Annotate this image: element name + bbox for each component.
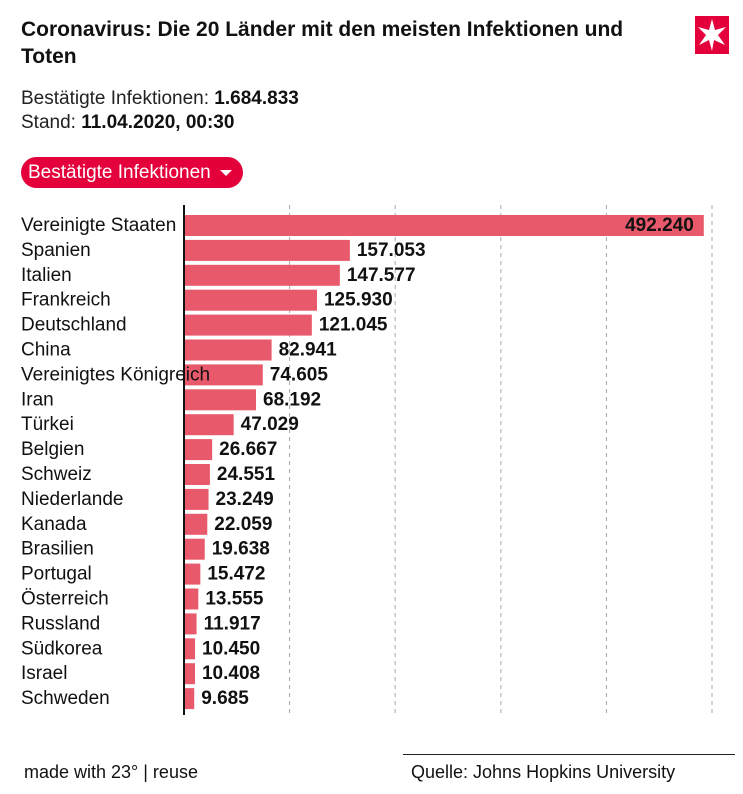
category-label: Schweiz <box>21 464 92 485</box>
category-label: Deutschland <box>21 315 127 336</box>
value-label: 125.930 <box>324 290 393 311</box>
bar <box>184 613 197 635</box>
value-label: 147.577 <box>347 265 416 286</box>
bar <box>184 464 210 485</box>
bar <box>184 563 201 585</box>
category-label: Portugal <box>21 564 92 585</box>
category-label: Schweden <box>21 688 110 709</box>
category-label: Brasilien <box>21 539 94 560</box>
chart-title: Coronavirus: Die 20 Länder mit den meist… <box>21 18 624 68</box>
bar-chart: Vereinigte Staaten 492.240 Spanien 157.053 I… <box>21 205 713 715</box>
value-label: 15.472 <box>207 564 265 585</box>
caret-down-icon <box>219 170 232 176</box>
value-label: 47.029 <box>241 414 299 435</box>
bar <box>184 663 195 685</box>
stand-label: Stand: <box>21 112 76 133</box>
stand-value: 11.04.2020, 00:30 <box>81 112 235 133</box>
value-label: 82.941 <box>279 340 338 361</box>
category-label: Niederlande <box>21 489 123 510</box>
bar <box>184 339 272 361</box>
bar <box>184 488 209 510</box>
category-label: Spanien <box>21 240 91 261</box>
bar <box>184 314 312 336</box>
bar <box>184 215 704 236</box>
category-label: Belgien <box>21 439 84 460</box>
dropdown-selected-label: Bestätigte Infektionen <box>28 162 211 183</box>
category-label: Vereinigtes Königreich <box>21 364 210 385</box>
stern-logo-icon[interactable] <box>695 16 729 54</box>
category-label: Vereinigte Staaten <box>21 215 176 236</box>
value-label: 22.059 <box>214 514 272 535</box>
value-label: 157.053 <box>357 240 426 261</box>
bar <box>184 439 213 461</box>
value-label: 492.240 <box>625 215 694 236</box>
value-label: 10.408 <box>202 663 260 684</box>
category-label: Israel <box>21 663 67 684</box>
metric-dropdown[interactable]: Bestätigte Infektionen <box>21 157 243 188</box>
value-label: 13.555 <box>205 589 264 610</box>
bar <box>184 638 196 660</box>
value-label: 74.605 <box>270 364 329 385</box>
footer-divider <box>403 754 735 755</box>
bar <box>184 289 317 311</box>
category-label: Italien <box>21 265 72 286</box>
confirmed-line: Bestätigte Infektionen: 1.684.833 <box>21 87 299 111</box>
confirmed-label: Bestätigte Infektionen: <box>21 88 210 109</box>
category-label: Südkorea <box>21 638 103 659</box>
value-label: 23.249 <box>216 489 274 510</box>
value-label: 19.638 <box>212 539 270 560</box>
value-label: 121.045 <box>319 315 388 336</box>
category-label: Türkei <box>21 414 74 435</box>
category-label: Frankreich <box>21 290 111 311</box>
bar <box>184 364 263 386</box>
bar <box>184 588 199 610</box>
value-label: 9.685 <box>201 688 249 709</box>
bar <box>184 264 340 286</box>
value-label: 68.192 <box>263 389 321 410</box>
value-label: 24.551 <box>217 464 276 485</box>
category-label: Iran <box>21 389 54 410</box>
category-label: China <box>21 340 71 361</box>
value-label: 26.667 <box>219 439 277 460</box>
value-label: 10.450 <box>202 638 260 659</box>
made-with-link[interactable]: made with 23° | reuse <box>24 762 198 782</box>
bar <box>184 414 234 436</box>
category-label: Russland <box>21 613 100 634</box>
bar <box>184 688 195 710</box>
category-label: Österreich <box>21 589 109 610</box>
value-label: 11.917 <box>204 613 261 634</box>
bar <box>184 239 350 261</box>
stand-line: Stand: 11.04.2020, 00:30 <box>21 111 234 135</box>
category-label: Kanada <box>21 514 87 535</box>
bar <box>184 538 205 560</box>
bar <box>184 389 257 411</box>
bar <box>184 513 208 535</box>
source-note: Quelle: Johns Hopkins University <box>411 762 676 782</box>
confirmed-value: 1.684.833 <box>214 88 299 109</box>
